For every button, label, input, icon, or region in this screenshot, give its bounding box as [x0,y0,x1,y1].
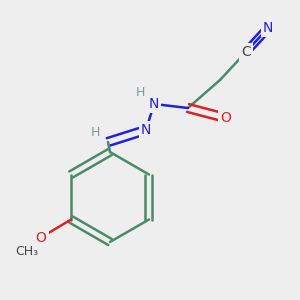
Text: H: H [135,85,145,98]
Text: N: N [149,97,159,111]
Text: H: H [90,125,100,139]
Text: CH₃: CH₃ [16,245,39,258]
Text: C: C [241,45,251,59]
Text: O: O [36,230,46,244]
Text: N: N [141,123,151,137]
Text: O: O [220,111,231,125]
Text: N: N [263,21,273,35]
